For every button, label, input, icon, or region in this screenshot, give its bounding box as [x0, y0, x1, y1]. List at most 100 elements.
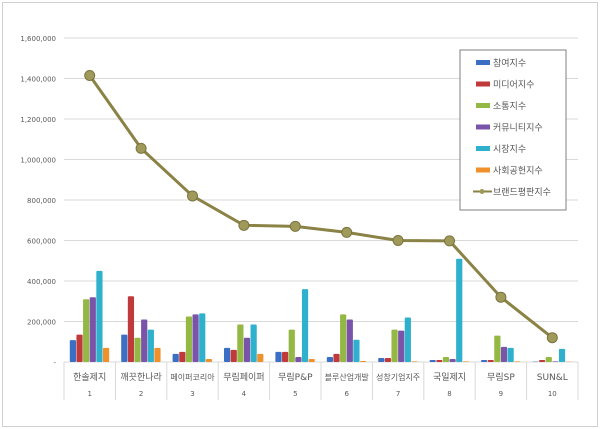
bar-시장지수 — [250, 324, 257, 362]
bar-시장지수 — [353, 339, 360, 362]
bar-사회공헌지수 — [257, 353, 264, 362]
bar-시장지수 — [96, 270, 103, 362]
bar-소통지수 — [288, 329, 295, 362]
x-category-label: 무림페이퍼 — [223, 371, 264, 383]
legend-swatch — [476, 124, 490, 130]
bar-시장지수 — [507, 347, 514, 362]
bar-사회공헌지수 — [308, 358, 315, 362]
line-point — [444, 235, 455, 247]
line-point — [341, 226, 353, 238]
y-tick-label: 600,000 — [27, 238, 56, 246]
legend-swatch — [476, 81, 490, 87]
x-rank-label: 8 — [447, 390, 451, 398]
bar-사회공헌지수 — [102, 347, 110, 362]
x-rank-label: 1 — [87, 390, 91, 398]
x-rank-label: 10 — [548, 390, 557, 398]
y-tick-label: 1,600,000 — [20, 35, 56, 43]
bar-커뮤니티지수 — [398, 330, 405, 362]
line-point — [392, 235, 404, 246]
x-category-label: 한솔제지 — [73, 372, 106, 383]
bar-참여지수 — [223, 347, 231, 362]
bar-사회공헌지수 — [359, 360, 367, 362]
x-rank-label: 7 — [396, 390, 400, 398]
legend-swatch — [476, 60, 490, 65]
bar-소통지수 — [494, 335, 501, 362]
line-point — [546, 332, 558, 344]
bar-소통지수 — [442, 356, 450, 362]
bar-소통지수 — [391, 329, 398, 362]
bar-참여지수 — [378, 357, 385, 362]
x-rank-label: 4 — [242, 390, 247, 398]
bar-시장지수 — [404, 317, 411, 362]
bar-사회공헌지수 — [154, 347, 161, 362]
bar-시장지수 — [456, 258, 463, 362]
bar-미디어지수 — [282, 351, 289, 362]
x-rank-label: 6 — [344, 390, 349, 398]
x-rank-label: 2 — [139, 390, 143, 398]
legend-label: 참여지수 — [493, 57, 526, 69]
bar-참여지수 — [326, 356, 333, 362]
x-rank-label: 9 — [499, 390, 503, 398]
bar-미디어지수 — [333, 353, 340, 362]
x-category-label: 국일제지 — [433, 372, 466, 383]
line-point — [238, 219, 250, 231]
legend-label: 브랜드평판지수 — [493, 187, 551, 198]
x-category-label: 무림SP — [487, 371, 515, 383]
bar-소통지수 — [134, 337, 141, 362]
bar-참여지수 — [69, 340, 76, 362]
bar-소통지수 — [237, 324, 244, 362]
bar-시장지수 — [558, 348, 566, 362]
legend-label: 미디어지수 — [493, 80, 534, 91]
bar-커뮤니티지수 — [141, 319, 148, 362]
bar-사회공헌지수 — [462, 361, 469, 362]
bar-미디어지수 — [127, 296, 135, 362]
bar-사회공헌지수 — [514, 361, 521, 362]
legend-swatch — [476, 103, 490, 108]
bar-미디어지수 — [436, 359, 443, 362]
bar-소통지수 — [185, 316, 193, 362]
bar-사회공헌지수 — [411, 361, 418, 362]
x-category-label: SUN&L — [537, 373, 568, 383]
legend-box — [459, 49, 567, 211]
bar-미디어지수 — [76, 334, 83, 362]
bar-참여지수 — [275, 351, 282, 362]
y-tick-label: 800,000 — [27, 197, 56, 205]
bar-미디어지수 — [487, 359, 494, 362]
bar-미디어지수 — [539, 359, 546, 362]
bar-소통지수 — [545, 356, 552, 362]
legend-marker — [479, 189, 485, 194]
bar-커뮤니티지수 — [500, 346, 508, 362]
legend-label: 사회공헌지수 — [493, 166, 543, 177]
y-tick-label: - — [53, 359, 56, 367]
line-point — [84, 69, 96, 81]
line-브랜드평판지수 — [88, 74, 554, 339]
bar-커뮤니티지수 — [552, 361, 559, 362]
legend-label: 커뮤니티지수 — [493, 123, 543, 134]
legend-label: 소통지수 — [493, 101, 526, 112]
bar-참여지수 — [172, 353, 179, 362]
bar-커뮤니티지수 — [295, 356, 302, 362]
bar-커뮤니티지수 — [89, 297, 96, 362]
bar-시장지수 — [301, 289, 309, 362]
bar-커뮤니티지수 — [243, 337, 251, 362]
bar-소통지수 — [340, 314, 347, 362]
bar-참여지수 — [121, 334, 128, 362]
y-tick-label: 1,200,000 — [20, 116, 56, 124]
y-tick-label: 200,000 — [27, 319, 56, 327]
x-rank-label: 5 — [293, 390, 297, 398]
bar-시장지수 — [147, 329, 154, 362]
legend-swatch — [476, 146, 490, 151]
legend-swatch — [476, 167, 490, 173]
bar-커뮤니티지수 — [449, 358, 456, 362]
x-category-label: 페이퍼코리아 — [170, 372, 215, 382]
x-category-label: 무림P&P — [278, 371, 313, 383]
line-point — [289, 220, 301, 232]
x-rank-label: 3 — [190, 390, 194, 398]
bar-소통지수 — [83, 299, 90, 362]
bar-시장지수 — [199, 313, 206, 362]
bar-사회공헌지수 — [205, 358, 212, 362]
x-category-label: 블루산업개발 — [325, 372, 370, 382]
